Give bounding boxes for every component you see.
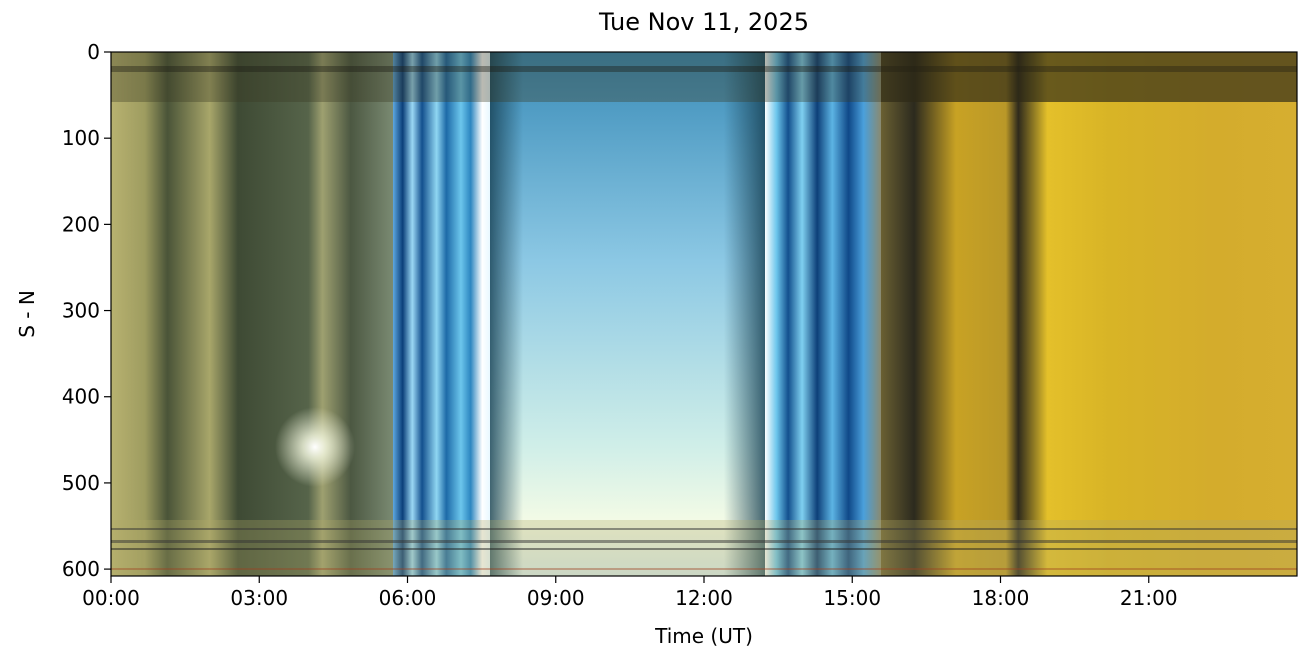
y-tick-label: 100 xyxy=(62,126,100,150)
chart-title: Tue Nov 11, 2025 xyxy=(598,8,809,36)
x-tick-label: 21:00 xyxy=(1120,586,1178,610)
y-tick-label: 400 xyxy=(62,385,100,409)
x-tick-label: 18:00 xyxy=(972,586,1030,610)
y-axis-label: S - N xyxy=(15,290,39,338)
x-axis-label: Time (UT) xyxy=(654,624,753,648)
x-tick-label: 06:00 xyxy=(379,586,437,610)
y-tick-label: 200 xyxy=(62,212,100,236)
x-tick-label: 12:00 xyxy=(675,586,733,610)
x-tick-label: 03:00 xyxy=(230,586,288,610)
y-tick-label: 0 xyxy=(87,40,100,64)
y-tick-label: 300 xyxy=(62,299,100,323)
keogram-image xyxy=(111,52,1297,576)
x-tick-label: 09:00 xyxy=(527,586,585,610)
x-tick-label: 15:00 xyxy=(823,586,881,610)
x-tick-label: 00:00 xyxy=(82,586,140,610)
y-tick-label: 500 xyxy=(62,471,100,495)
y-tick-label: 600 xyxy=(62,557,100,581)
